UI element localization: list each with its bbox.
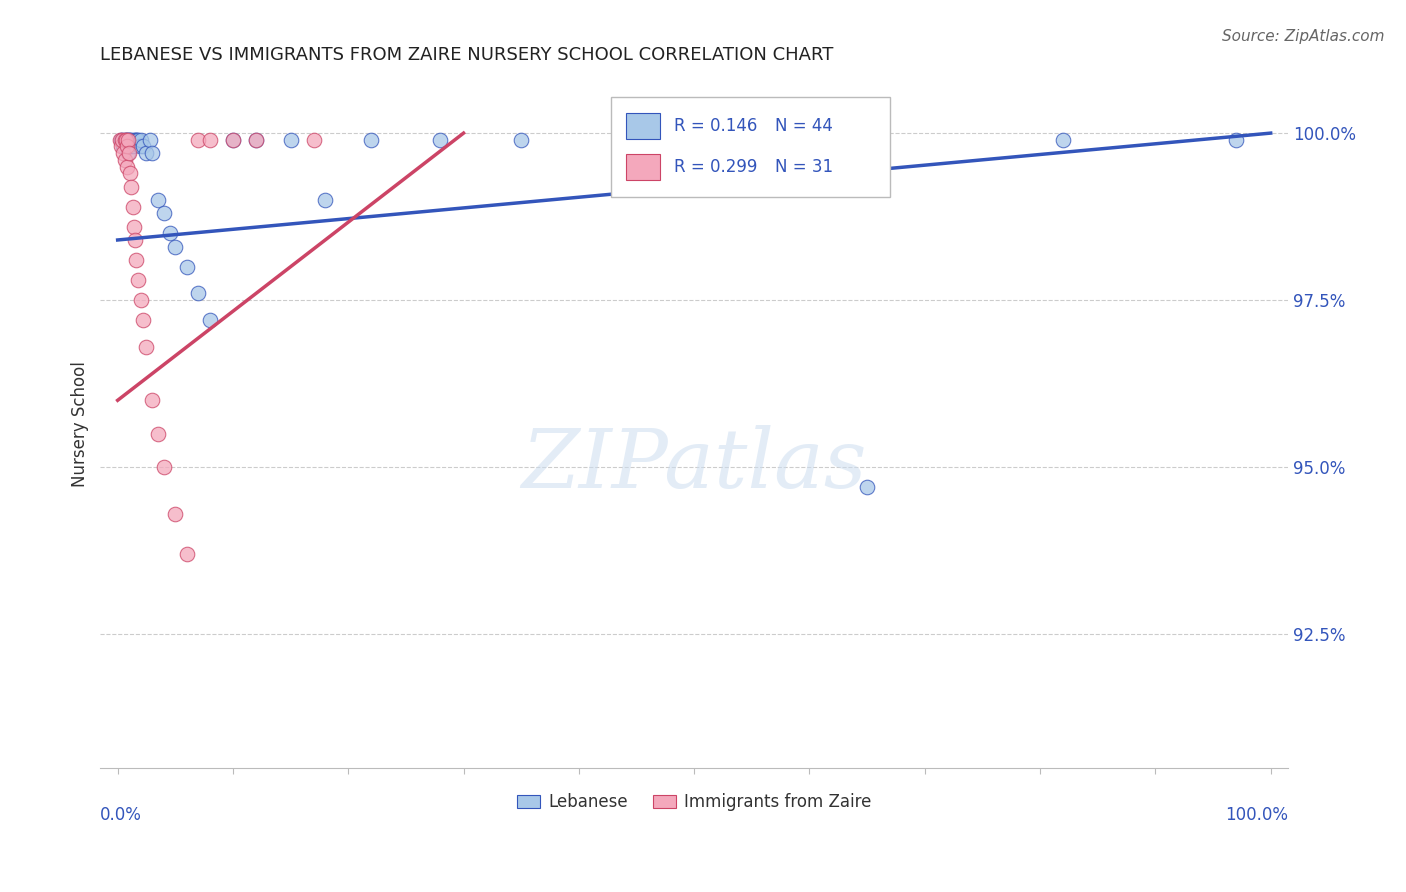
Point: [856, 480, 879, 494]
Point: [127, 133, 149, 147]
Point: [111, 133, 134, 147]
Point: [135, 340, 157, 354]
Point: [245, 133, 267, 147]
Point: [115, 133, 138, 147]
Point: [176, 260, 198, 274]
Point: [129, 293, 152, 307]
Text: LEBANESE VS IMMIGRANTS FROM ZAIRE NURSERY SCHOOL CORRELATION CHART: LEBANESE VS IMMIGRANTS FROM ZAIRE NURSER…: [100, 46, 834, 64]
Text: R = 0.299: R = 0.299: [673, 159, 758, 177]
Point: [429, 133, 451, 147]
Point: [121, 133, 143, 147]
Point: [114, 133, 136, 147]
Text: N = 31: N = 31: [775, 159, 832, 177]
Text: R = 0.146: R = 0.146: [673, 117, 758, 135]
Point: [187, 133, 209, 147]
Point: [117, 133, 139, 147]
Legend: Lebanese, Immigrants from Zaire: Lebanese, Immigrants from Zaire: [510, 787, 879, 818]
Point: [125, 133, 148, 147]
Point: [510, 133, 533, 147]
Point: [121, 179, 143, 194]
Point: [120, 166, 142, 180]
Point: [245, 133, 267, 147]
Point: [132, 313, 155, 327]
Point: [1225, 133, 1247, 147]
Point: [141, 393, 163, 408]
Point: [127, 133, 149, 147]
Point: [115, 139, 138, 153]
Point: [159, 227, 181, 241]
Point: [118, 133, 141, 147]
Point: [198, 133, 221, 147]
Point: [222, 133, 245, 147]
Point: [108, 133, 131, 147]
Point: [121, 139, 143, 153]
Point: [141, 146, 163, 161]
Point: [222, 133, 245, 147]
Point: [117, 146, 139, 161]
Point: [176, 547, 198, 561]
Point: [314, 193, 336, 207]
Point: [114, 133, 136, 147]
FancyBboxPatch shape: [612, 97, 890, 196]
Point: [118, 146, 141, 161]
Point: [146, 426, 169, 441]
Point: [115, 160, 138, 174]
Point: [165, 507, 187, 521]
Point: [112, 146, 135, 161]
Point: [117, 133, 139, 147]
Point: [121, 200, 143, 214]
Point: [302, 133, 325, 147]
Point: [127, 273, 149, 287]
Point: [146, 193, 169, 207]
Point: [110, 133, 132, 147]
Point: [114, 133, 136, 147]
Point: [114, 153, 136, 167]
Point: [124, 133, 146, 147]
Point: [112, 139, 135, 153]
Point: [122, 219, 145, 234]
Point: [1052, 133, 1074, 147]
Point: [110, 139, 132, 153]
Point: [124, 233, 146, 247]
Point: [280, 133, 302, 147]
Point: [198, 313, 221, 327]
Text: Source: ZipAtlas.com: Source: ZipAtlas.com: [1222, 29, 1385, 44]
FancyBboxPatch shape: [627, 112, 659, 138]
Point: [128, 139, 150, 153]
Point: [125, 253, 148, 268]
Point: [132, 139, 155, 153]
Point: [120, 133, 142, 147]
Point: [118, 139, 141, 153]
Point: [152, 206, 174, 220]
Y-axis label: Nursery School: Nursery School: [72, 360, 89, 487]
Point: [165, 240, 187, 254]
Point: [187, 286, 209, 301]
Text: 100.0%: 100.0%: [1225, 805, 1288, 823]
Text: 0.0%: 0.0%: [100, 805, 142, 823]
Point: [135, 146, 157, 161]
Point: [114, 133, 136, 147]
Point: [122, 133, 145, 147]
Point: [626, 133, 648, 147]
Text: N = 44: N = 44: [775, 117, 832, 135]
Point: [129, 133, 152, 147]
Point: [139, 133, 162, 147]
Point: [763, 133, 786, 147]
Point: [152, 460, 174, 475]
Point: [115, 139, 138, 153]
Text: ZIPatlas: ZIPatlas: [522, 425, 868, 505]
Point: [360, 133, 382, 147]
Point: [111, 133, 134, 147]
FancyBboxPatch shape: [627, 154, 659, 180]
